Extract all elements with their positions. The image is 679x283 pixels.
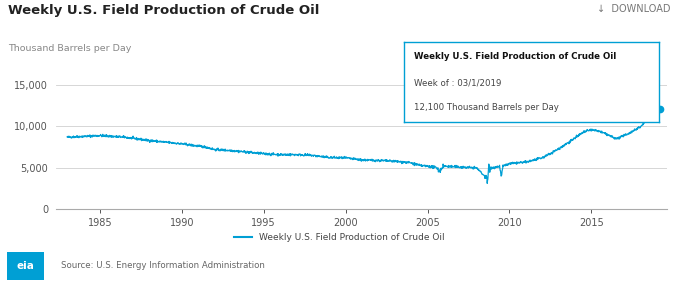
Text: eia: eia <box>16 261 35 271</box>
Text: 12,100 Thousand Barrels per Day: 12,100 Thousand Barrels per Day <box>414 103 559 112</box>
Text: Weekly U.S. Field Production of Crude Oil: Weekly U.S. Field Production of Crude Oi… <box>414 52 617 61</box>
Text: Week of : 03/1/2019: Week of : 03/1/2019 <box>414 78 502 87</box>
Text: ↓  DOWNLOAD: ↓ DOWNLOAD <box>598 4 671 14</box>
Legend: Weekly U.S. Field Production of Crude Oil: Weekly U.S. Field Production of Crude Oi… <box>230 230 449 246</box>
Text: Weekly U.S. Field Production of Crude Oil: Weekly U.S. Field Production of Crude Oi… <box>8 4 320 17</box>
Text: Source: U.S. Energy Information Administration: Source: U.S. Energy Information Administ… <box>61 261 265 270</box>
Text: Thousand Barrels per Day: Thousand Barrels per Day <box>8 44 132 53</box>
